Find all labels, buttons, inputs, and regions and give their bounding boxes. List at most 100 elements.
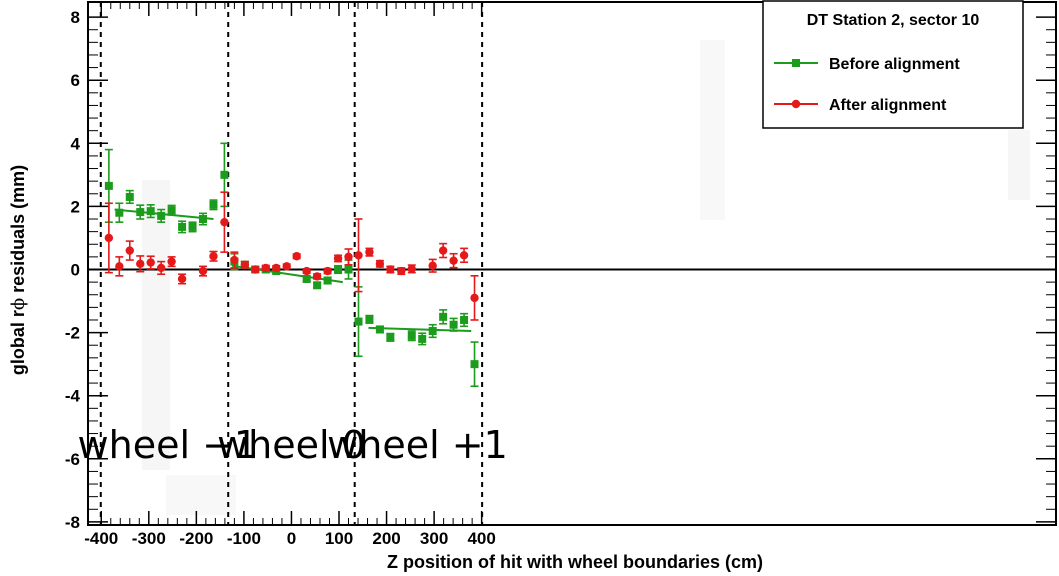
region-label: wheel +1 — [327, 423, 508, 467]
x-tick-label: 0 — [287, 529, 296, 548]
after-alignment-point — [386, 265, 395, 274]
y-axis-title-symbol: ϕ — [8, 298, 29, 310]
y-tick-label: -4 — [65, 387, 81, 406]
legend-box — [762, 0, 1024, 129]
legend: DT Station 2, sector 10 Before alignment… — [762, 0, 1024, 129]
x-axis-title: Z position of hit with wheel boundaries … — [387, 552, 763, 572]
legend-label-after: After alignment — [829, 97, 947, 114]
after-alignment-point — [407, 264, 416, 274]
before-alignment-point — [125, 192, 134, 201]
before-alignment-point — [365, 315, 374, 324]
before-alignment-point — [334, 265, 343, 274]
before-alignment-point — [220, 170, 229, 179]
after-alignment-point — [365, 247, 374, 257]
x-tick-label: 100 — [325, 529, 353, 548]
y-tick-label: 2 — [71, 197, 80, 216]
after-alignment-point — [146, 258, 155, 267]
x-tick-label: 300 — [420, 529, 448, 548]
before-alignment-point — [146, 207, 155, 216]
x-tick-label: -100 — [227, 529, 261, 548]
x-tick-label: 200 — [372, 529, 400, 548]
before-alignment-point — [313, 281, 322, 290]
axis-ticks — [88, 2, 1056, 525]
chart-decorations — [142, 40, 1030, 515]
tick-labels: -400 -300 -200 -100 0 100 200 300 400 -8 -6 -4 -2 0 2 4… — [65, 8, 496, 548]
legend-label-before: Before alignment — [829, 56, 960, 73]
after-alignment-point — [125, 246, 134, 255]
plot-border — [87, 1, 1057, 526]
after-alignment-point — [230, 255, 239, 265]
before-alignment-point — [375, 325, 384, 334]
y-axis-title-suffix: residuals (mm) — [8, 165, 28, 298]
before-alignment-point — [302, 274, 311, 283]
after-alignment-point — [167, 257, 176, 266]
after-alignment-point — [136, 259, 145, 269]
bg-shade — [166, 475, 236, 515]
wheel-boundaries — [99, 2, 484, 525]
after-alignment-point — [312, 272, 322, 281]
before-alignment-point — [178, 222, 187, 231]
before-alignment-point — [115, 208, 124, 217]
bg-shade — [1008, 130, 1030, 200]
before-alignment-point — [209, 200, 218, 209]
after-alignment-point — [428, 261, 437, 270]
x-tick-label: 400 — [467, 529, 495, 548]
after-alignment-point — [302, 266, 311, 276]
data-marks — [104, 142, 479, 388]
after-alignment-point — [375, 259, 385, 269]
before-alignment-point — [418, 334, 427, 343]
after-alignment-point — [282, 262, 291, 271]
before-alignment-point — [470, 360, 479, 369]
before-alignment-point — [167, 206, 176, 215]
before-alignment-point — [344, 265, 353, 274]
before-alignment-point — [136, 208, 145, 217]
region-label: wheel −1 — [78, 423, 259, 467]
after-alignment-point — [198, 266, 208, 276]
after-alignment-point — [449, 256, 458, 265]
y-tick-label: 0 — [71, 261, 80, 280]
after-alignment-point — [177, 274, 187, 284]
after-alignment-point — [156, 263, 166, 273]
x-tick-label: -300 — [132, 529, 166, 548]
bg-shade — [142, 180, 170, 470]
y-axis-title-prefix: global r — [8, 310, 28, 375]
y-tick-label: -2 — [65, 324, 80, 343]
after-alignment-point — [104, 233, 114, 243]
after-alignment-point — [240, 260, 250, 269]
after-alignment-point — [397, 266, 406, 276]
y-tick-label: 6 — [71, 71, 80, 90]
before-alignment-point — [199, 215, 208, 224]
before-alignment-point — [157, 211, 166, 220]
before-alignment-point — [407, 331, 416, 340]
before-alignment-point — [428, 327, 437, 336]
after-alignment-point — [115, 262, 124, 271]
y-tick-label: -6 — [65, 450, 80, 469]
before-alignment-point — [354, 317, 363, 326]
legend-title: DT Station 2, sector 10 — [807, 12, 980, 29]
x-tick-label: -200 — [179, 529, 213, 548]
legend-marker-before — [792, 59, 800, 67]
after-alignment-point — [438, 246, 448, 255]
after-alignment-point — [470, 293, 479, 303]
after-alignment-point — [220, 217, 229, 227]
before-alignment-point — [188, 222, 197, 231]
bg-shade — [700, 40, 725, 220]
plot-frame — [87, 1, 1057, 526]
after-alignment-point — [323, 266, 332, 276]
before-alignment-point — [386, 333, 395, 342]
before-alignment-point — [323, 276, 332, 285]
before-alignment-point — [460, 315, 469, 324]
after-alignment-point — [344, 252, 353, 262]
before-alignment-point — [439, 312, 448, 321]
after-alignment-point — [251, 265, 260, 274]
after-alignment-point — [261, 263, 270, 273]
y-tick-label: -8 — [65, 513, 80, 532]
after-alignment-point — [272, 263, 281, 273]
before-alignment-point — [449, 320, 458, 329]
y-axis-title: global rϕ residuals (mm) — [8, 165, 29, 375]
after-alignment-point — [459, 251, 469, 260]
after-alignment-point — [292, 252, 301, 261]
before-alignment-point — [104, 181, 113, 190]
